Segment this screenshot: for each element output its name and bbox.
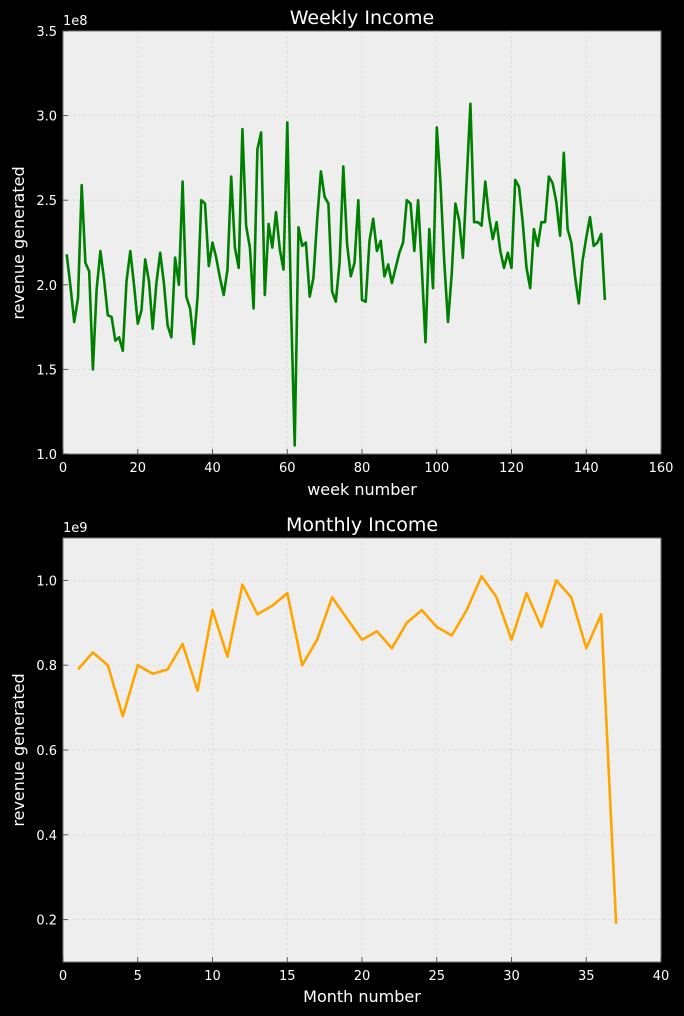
monthly-x-tick-label: 40 [653,969,670,984]
weekly-y-tick-label: 1.5 [36,363,57,378]
weekly-x-tick-label: 140 [574,461,599,476]
monthly-offset-label: 1e9 [63,521,88,536]
weekly-y-tick-label: 2.5 [36,194,57,209]
weekly-income-chart: 0 20 40 60 80 100 120 140 1601.01.52.02.53.03.5 … [9,7,673,499]
weekly-y-tick-label: 1.0 [36,448,57,463]
weekly-x-tick-label: 40 [204,461,221,476]
monthly-income-chart: 0 5 10 15 20 25 30 35 40 0.2 0.4 0.6 0.8 1.0 Monthly … [9,514,669,1006]
monthly-y-tick-label: 1.0 [36,574,57,589]
monthly-x-tick-label: 15 [279,969,296,984]
monthly-y-tick-label: 0.2 [36,914,57,929]
weekly-x-tick-label: 160 [649,461,674,476]
weekly-y-tick-label: 3.0 [36,110,57,125]
monthly-x-tick-label: 20 [354,969,371,984]
monthly-y-axis-label: revenue generated [9,673,28,826]
weekly-y-tick-label: 2.0 [36,279,57,294]
weekly-x-tick-label: 120 [499,461,524,476]
monthly-x-tick-label: 35 [578,969,595,984]
weekly-y-tick-label: 3.5 [36,25,57,40]
weekly-x-tick-label: 0 [59,461,67,476]
monthly-x-tick-label: 30 [503,969,520,984]
weekly-y-axis-label: revenue generated [9,166,28,319]
monthly-x-tick-label: 10 [204,969,221,984]
monthly-y-tick-label: 0.4 [36,829,57,844]
monthly-x-tick-label: 0 [59,969,67,984]
monthly-y-tick-label: 0.8 [36,659,57,674]
weekly-x-axis-label: week number [307,480,417,499]
monthly-x-axis-label: Month number [303,987,421,1006]
weekly-x-tick-label: 100 [424,461,449,476]
weekly-offset-label: 1e8 [63,14,88,29]
monthly-y-tick-label: 0.6 [36,744,57,759]
monthly-x-tick-label: 25 [428,969,445,984]
monthly-x-tick-label: 5 [134,969,142,984]
monthly-chart-title: Monthly Income [286,514,438,536]
weekly-x-tick-label: 20 [129,461,146,476]
weekly-x-tick-label: 60 [279,461,296,476]
weekly-x-tick-label: 80 [354,461,371,476]
weekly-chart-title: Weekly Income [290,7,435,29]
